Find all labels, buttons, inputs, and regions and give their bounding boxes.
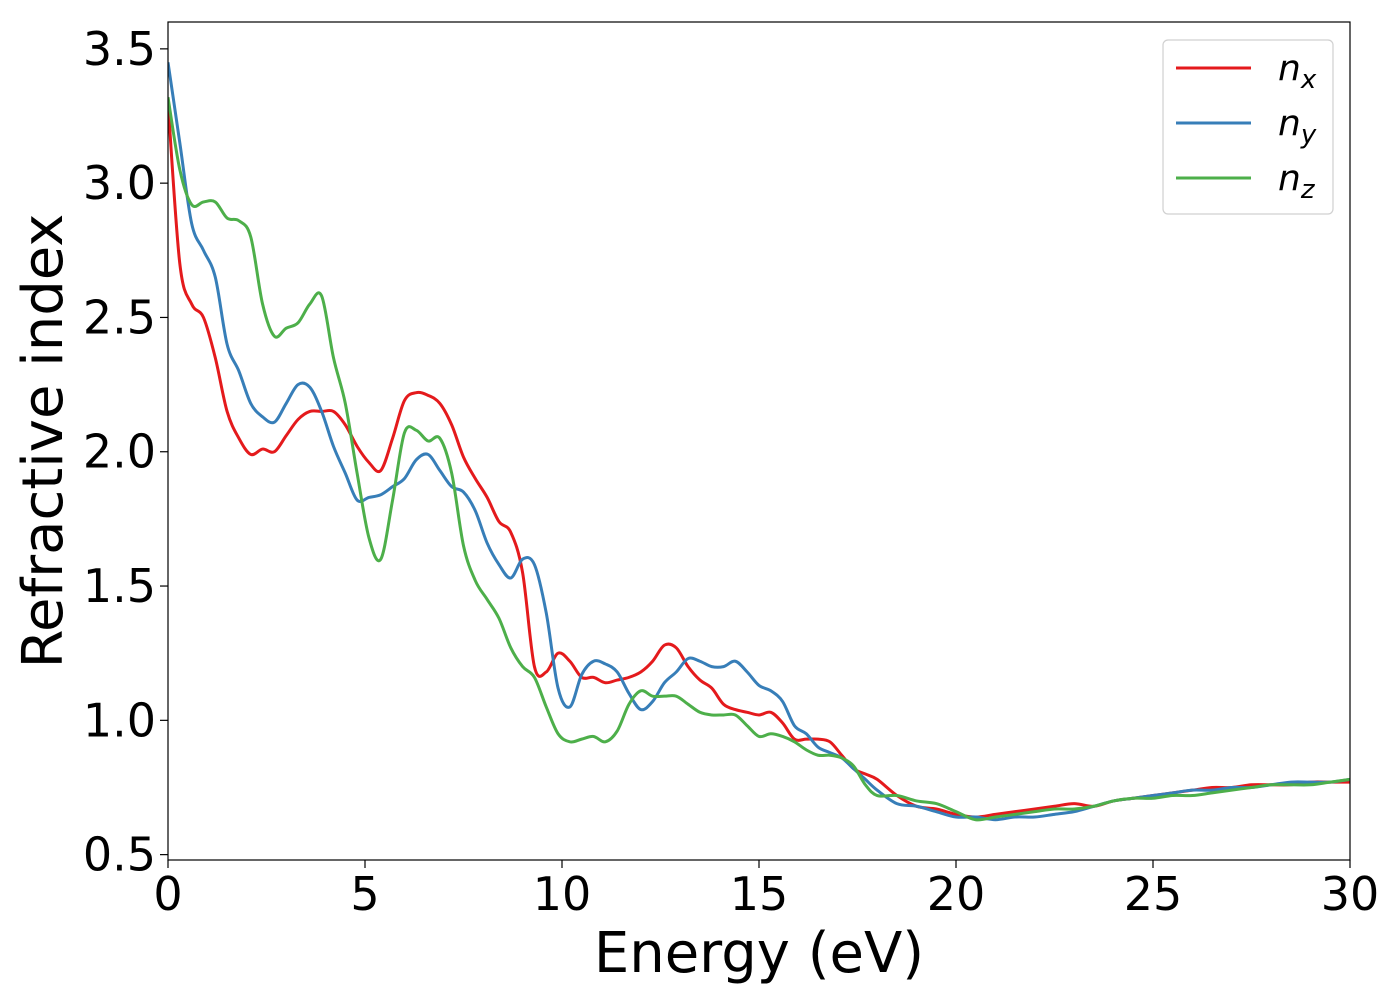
y-tick-label: 1.0	[83, 693, 156, 747]
y-axis-ticks: 0.5 1.0 1.5 2.0 2.5 3.0 3.5	[83, 22, 168, 882]
x-tick-label: 25	[1124, 867, 1183, 921]
series-line-ny	[168, 62, 1350, 822]
x-tick-label: 20	[927, 867, 986, 921]
legend-entry-nz: nz	[1176, 158, 1316, 205]
x-tick-label: 0	[153, 867, 182, 921]
x-tick-label: 30	[1321, 867, 1380, 921]
legend-box	[1162, 39, 1334, 215]
y-tick-label: 2.5	[83, 290, 156, 344]
y-axis-label: Refractive index	[11, 214, 76, 669]
series-line-nx	[168, 102, 1350, 819]
y-tick-label: 0.5	[83, 828, 156, 882]
x-tick-label: 5	[350, 867, 379, 921]
legend-label: nz	[1278, 158, 1316, 205]
y-tick-label: 3.5	[83, 22, 156, 76]
x-tick-label: 15	[730, 867, 789, 921]
x-axis-ticks: 0 5 10 15 20 25 30	[153, 860, 1379, 921]
y-tick-label: 3.0	[83, 156, 156, 210]
x-tick-label: 10	[533, 867, 592, 921]
y-tick-label: 1.5	[83, 559, 156, 613]
series-layer	[168, 62, 1350, 822]
y-tick-label: 2.0	[83, 425, 156, 479]
series-line-nz	[168, 96, 1350, 822]
x-axis-label: Energy (eV)	[594, 921, 924, 986]
